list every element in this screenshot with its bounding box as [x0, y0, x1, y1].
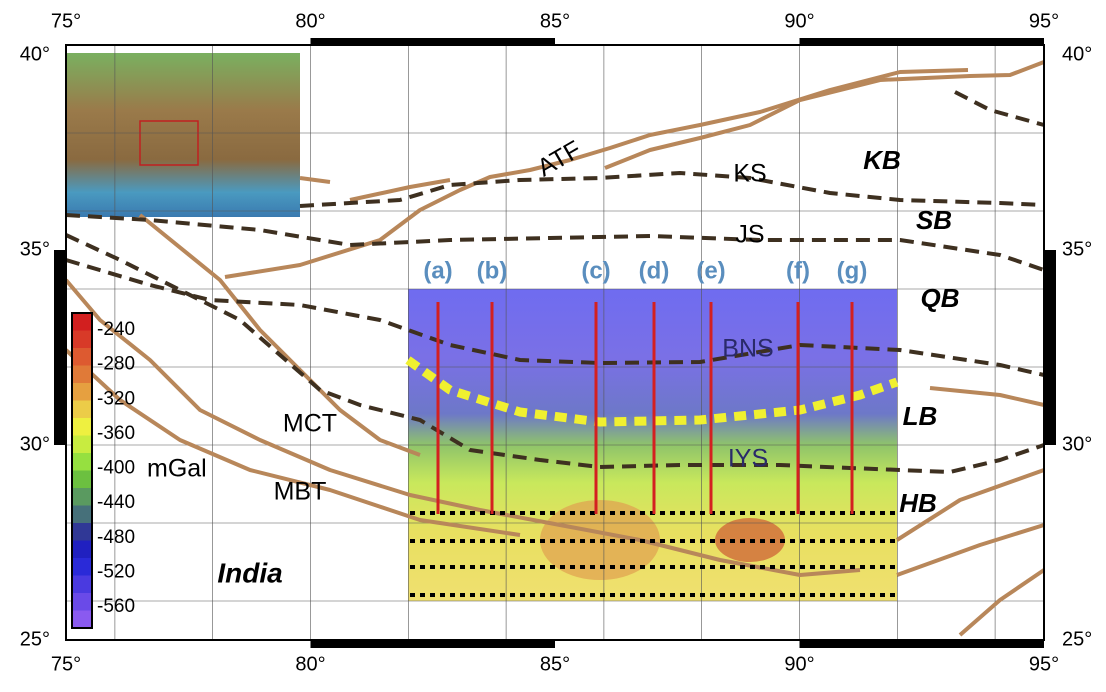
colorbar-swatch	[72, 593, 92, 611]
x-tick-label: 95°	[1029, 653, 1059, 675]
colorbar-swatch	[72, 418, 92, 436]
colorbar-tick-label: -240	[97, 319, 135, 340]
colorbar-swatch	[72, 366, 92, 384]
colorbar-tick-label: -360	[97, 423, 135, 444]
inset-image	[66, 53, 300, 217]
fault-label: IYS	[728, 445, 768, 473]
colorbar-tick-label: -440	[97, 492, 135, 513]
y-tick-label: 40°	[1062, 43, 1092, 65]
profile-label: (c)	[581, 257, 610, 284]
profile-label: (f)	[786, 257, 810, 284]
fault	[960, 570, 1044, 635]
colorbar-tick-label: -560	[97, 596, 135, 617]
colorbar-swatch	[72, 313, 92, 331]
fault-label: JS	[735, 221, 764, 249]
fault-label: MBT	[274, 478, 327, 506]
fault-label: ATF	[533, 135, 586, 182]
x-tick-label: 90°	[784, 653, 814, 675]
x-tick-label: 85°	[540, 653, 570, 675]
colorbar-swatch	[72, 541, 92, 559]
fault-label: KS	[733, 160, 766, 188]
colorbar-swatch	[72, 523, 92, 541]
frame-bar	[311, 38, 556, 46]
y-tick-label: 25°	[1062, 628, 1092, 650]
fault-label: MCT	[283, 410, 337, 438]
y-tick-label: 35°	[1062, 238, 1092, 260]
y-tick-label: 25°	[20, 628, 50, 650]
x-tick-label: 85°	[540, 10, 570, 32]
colorbar-tick-label: -320	[97, 388, 135, 409]
block-label: SB	[916, 205, 952, 235]
map: (a) (b) (c) (d) (e) (f) (g) ATF KS JS BNS IYS MCT MBT…	[0, 0, 1106, 687]
fault	[605, 62, 1044, 168]
colorbar-swatch	[72, 436, 92, 454]
colorbar-swatch	[72, 488, 92, 506]
block-label: LB	[903, 401, 938, 431]
fault-label: BNS	[722, 335, 773, 363]
colorbar-swatch	[72, 471, 92, 489]
frame-bar	[1044, 250, 1056, 445]
profile-label: (a)	[423, 257, 452, 284]
x-tick-label: 75°	[51, 653, 81, 675]
suture	[955, 92, 1044, 125]
frame-bar	[54, 250, 66, 445]
colorbar-swatch	[72, 506, 92, 524]
suture	[300, 173, 1044, 206]
fault	[140, 215, 420, 455]
frame-bar	[311, 640, 556, 648]
colorbar-tick-label: -400	[97, 458, 135, 479]
profile-label: (d)	[639, 257, 670, 284]
colorbar-tick-label: -280	[97, 354, 135, 375]
colorbar-unit: mGal	[147, 455, 207, 483]
block-label: QB	[921, 283, 960, 313]
y-tick-label: 40°	[20, 43, 50, 65]
y-tick-label: 30°	[20, 433, 50, 455]
colorbar-swatch	[72, 331, 92, 349]
profile-label: (b)	[477, 257, 508, 284]
frame-bar	[800, 38, 1045, 46]
region-label: India	[217, 557, 282, 588]
colorbar-tick-label: -520	[97, 561, 135, 582]
fault	[300, 178, 330, 182]
colorbar-swatch	[72, 383, 92, 401]
x-tick-label: 80°	[295, 653, 325, 675]
y-tick-label: 30°	[1062, 433, 1092, 455]
colorbar-swatch	[72, 348, 92, 366]
x-tick-label: 90°	[784, 10, 814, 32]
colorbar-swatch	[72, 558, 92, 576]
x-tick-label: 75°	[51, 10, 81, 32]
fault	[225, 70, 968, 277]
colorbar-swatch	[72, 401, 92, 419]
colorbar-swatch	[72, 611, 92, 629]
colorbar-tick-label: -480	[97, 527, 135, 548]
x-tick-label: 95°	[1029, 10, 1059, 32]
fault	[930, 388, 1044, 405]
x-tick-label: 80°	[295, 10, 325, 32]
block-label: KB	[863, 145, 901, 175]
map-layer: (a) (b) (c) (d) (e) (f) (g) ATF KS JS BNS IYS MCT MBT…	[20, 10, 1093, 675]
profile-label: (e)	[696, 257, 725, 284]
colorbar-swatch	[72, 576, 92, 594]
y-tick-label: 35°	[20, 238, 50, 260]
fault	[897, 525, 1044, 575]
frame-bar	[800, 640, 1045, 648]
profile-label: (g)	[837, 257, 868, 284]
block-label: HB	[899, 488, 937, 518]
colorbar-swatch	[72, 453, 92, 471]
